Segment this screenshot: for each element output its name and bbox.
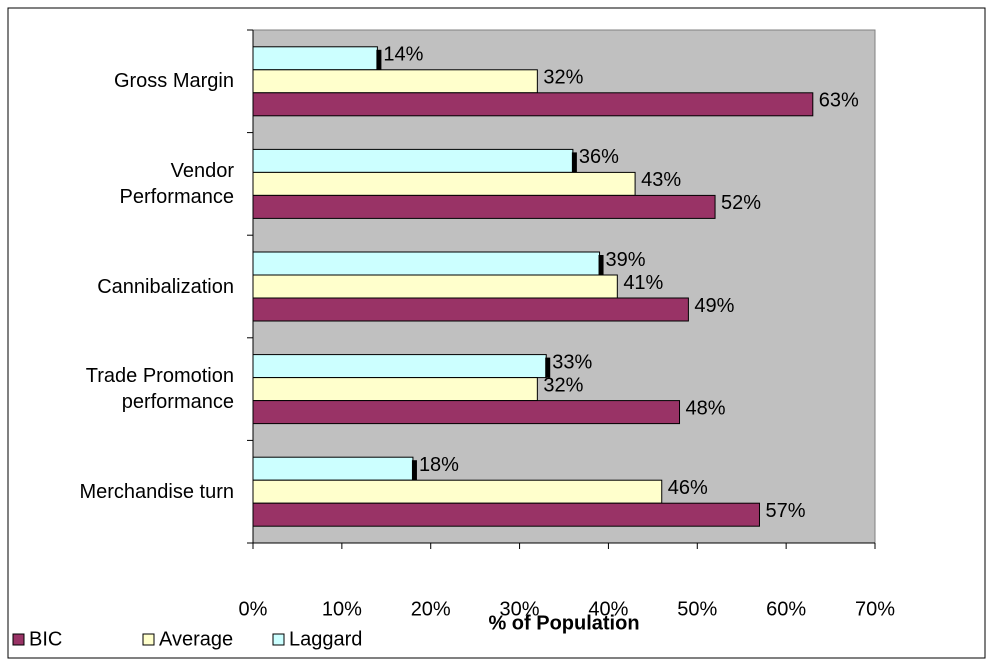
data-label: 48% (686, 397, 726, 419)
bar (252, 148, 574, 173)
data-label: 36% (579, 146, 619, 168)
legend-swatch (272, 633, 285, 646)
data-label: 32% (543, 374, 583, 396)
x-tick-label: 60% (766, 598, 806, 620)
data-label: 39% (606, 249, 646, 271)
bar (252, 297, 689, 322)
bar-end-shadow (598, 255, 604, 275)
data-label: 41% (623, 272, 663, 294)
data-label: 18% (419, 454, 459, 476)
bar (252, 479, 663, 504)
x-tick-label: 10% (322, 598, 362, 620)
data-label: 32% (543, 67, 583, 89)
bar (252, 251, 601, 276)
bar (252, 274, 618, 299)
y-tick-label: Cannibalization (97, 275, 234, 298)
bar-end-shadow (545, 357, 551, 378)
bar (252, 456, 414, 481)
data-label: 49% (694, 295, 734, 317)
data-label: 43% (641, 169, 681, 191)
legend-label: Average (159, 628, 233, 650)
x-tick-label: 30% (500, 598, 540, 620)
bar (252, 400, 681, 425)
bar-end-shadow (376, 49, 382, 70)
bar (252, 194, 716, 219)
x-tick-label: 40% (588, 598, 628, 620)
data-label: 14% (383, 44, 423, 66)
legend-swatch (142, 633, 155, 646)
data-label: 52% (721, 192, 761, 214)
y-tick-label: Trade Promotion performance (85, 365, 234, 414)
bar (252, 502, 760, 527)
x-tick-label: 70% (855, 598, 895, 620)
bar (252, 92, 814, 117)
y-tick-label: Merchandise turn (79, 480, 234, 503)
y-tick-label: Vendor Performance (119, 159, 235, 208)
y-tick-label: Gross Margin (113, 70, 234, 93)
legend-label: BIC (29, 628, 62, 650)
bar (252, 69, 538, 94)
x-tick-label: 0% (239, 598, 268, 620)
bar (252, 171, 636, 196)
bar-end-shadow (411, 460, 417, 481)
legend-label: Laggard (289, 628, 362, 650)
data-label: 46% (668, 477, 708, 499)
bar (252, 46, 378, 71)
x-tick-label: 50% (677, 598, 717, 620)
legend-swatch (12, 633, 25, 646)
bar (252, 377, 538, 402)
data-label: 57% (765, 500, 805, 522)
x-axis-label: % of Population (488, 612, 639, 634)
bar-end-shadow (571, 152, 577, 173)
bar (252, 354, 547, 379)
data-label: 63% (819, 90, 859, 112)
data-label: 33% (552, 351, 592, 373)
x-tick-label: 20% (411, 598, 451, 620)
